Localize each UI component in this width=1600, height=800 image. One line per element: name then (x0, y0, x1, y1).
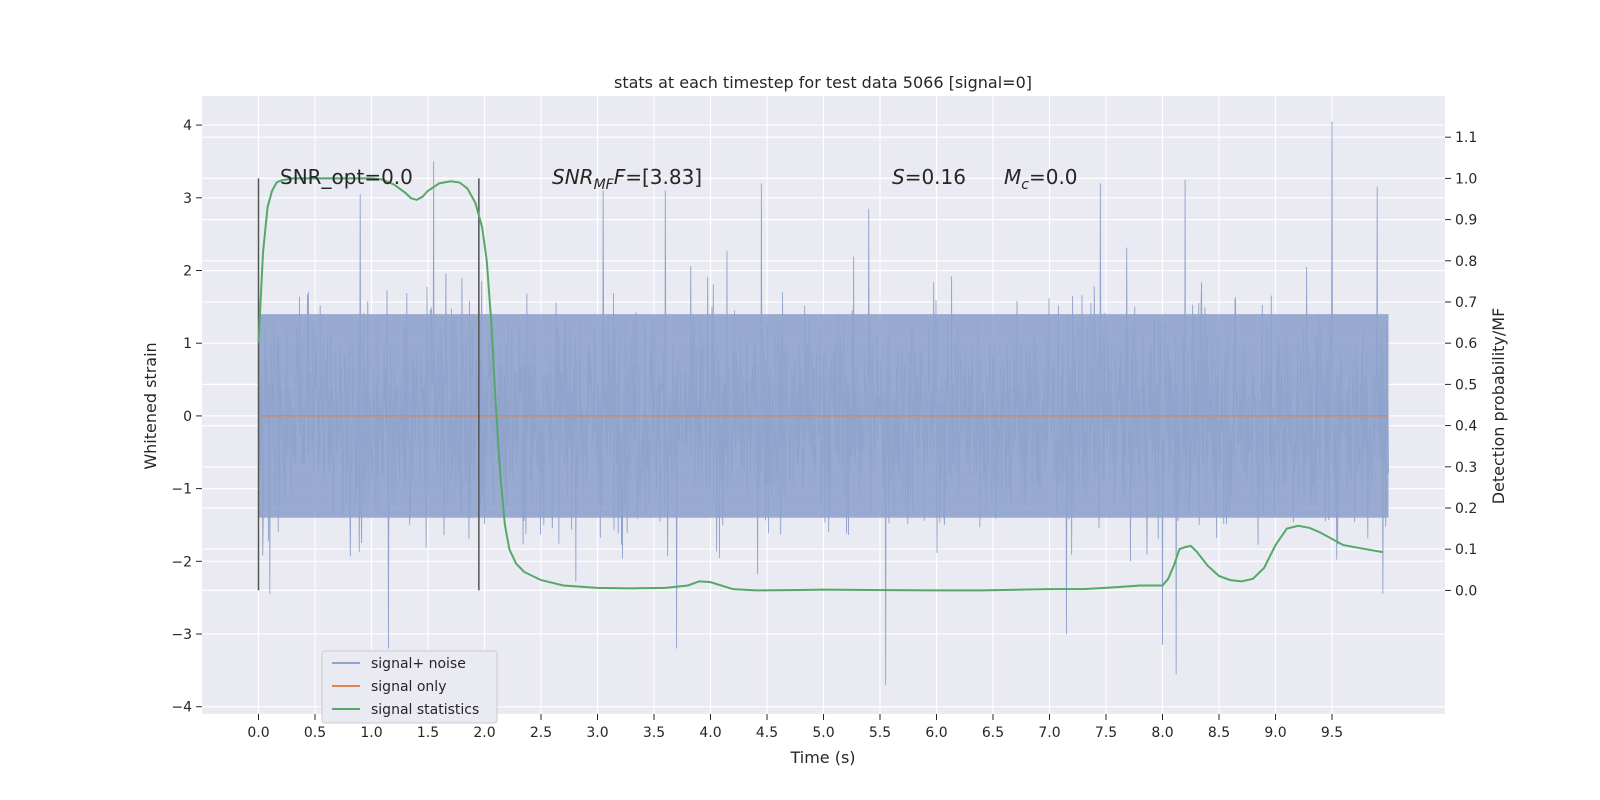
y-axis-ticks: −4 −3 −2 −1 0 1 2 3 4 (171, 118, 202, 716)
y2-tick-label: 1.0 (1455, 171, 1477, 187)
y2-tick-label: 0.6 (1455, 336, 1477, 352)
annotation-mc: Mc=0.0 (1004, 165, 1078, 193)
x-tick-label: 4.0 (699, 725, 721, 741)
x-tick-label: 3.0 (586, 725, 608, 741)
annotation-s-main: S (892, 165, 905, 189)
y2-axis-label: Detection probability/MF (1489, 308, 1508, 505)
y-tick-label: −3 (171, 627, 192, 643)
y-tick-label: −2 (171, 554, 192, 570)
legend: signal+ noise signal only signal statist… (321, 650, 498, 724)
x-tick-label: 8.0 (1151, 725, 1173, 741)
y2-axis-ticks: 0.0 0.1 0.2 0.3 0.4 0.5 0.6 0.7 0.8 0.9 1.0 1.1 (1445, 130, 1477, 599)
y2-tick-label: 0.0 (1455, 583, 1477, 599)
x-tick-label: 3.5 (643, 725, 665, 741)
y2-tick-label: 0.3 (1455, 460, 1477, 476)
x-tick-label: 8.5 (1208, 725, 1230, 741)
y-tick-label: 4 (183, 118, 192, 134)
noise-trace (258, 121, 1389, 685)
legend-label-signal-only: signal only (371, 679, 446, 695)
y-tick-label: −4 (171, 700, 192, 716)
x-tick-label: 0.5 (304, 725, 326, 741)
y-tick-label: 3 (183, 191, 192, 207)
annotation-mc-sub: c (1021, 177, 1029, 193)
annotation-snr-mf-main: SNR (552, 165, 594, 189)
y-tick-label: 0 (183, 409, 192, 425)
y2-tick-label: 0.9 (1455, 213, 1477, 229)
annotation-mc-value: =0.0 (1029, 165, 1078, 189)
x-axis-label: Time (s) (789, 748, 855, 767)
x-tick-label: 9.5 (1321, 725, 1343, 741)
legend-label-signal-plus-noise: signal+ noise (371, 656, 466, 672)
x-tick-label: 4.5 (756, 725, 778, 741)
y-axis-label: Whitened strain (141, 342, 160, 469)
annotation-mc-main: M (1004, 165, 1021, 189)
annotation-snr-mf-value: =[3.83] (625, 165, 702, 189)
y-tick-label: 1 (183, 336, 192, 352)
x-tick-label: 1.0 (360, 725, 382, 741)
x-tick-label: 0.0 (247, 725, 269, 741)
x-tick-label: 5.5 (869, 725, 891, 741)
x-tick-label: 5.0 (812, 725, 834, 741)
y2-tick-label: 0.2 (1455, 501, 1477, 517)
x-tick-label: 6.0 (925, 725, 947, 741)
x-tick-label: 1.5 (417, 725, 439, 741)
y-tick-label: −1 (171, 482, 192, 498)
y2-tick-label: 0.5 (1455, 377, 1477, 393)
legend-box (321, 650, 498, 724)
y2-tick-label: 0.4 (1455, 419, 1477, 435)
marker-lines (257, 178, 480, 591)
annotation-snr-mf: SNRMFF=[3.83] (552, 165, 702, 193)
x-tick-label: 7.5 (1095, 725, 1117, 741)
x-tick-label: 7.0 (1038, 725, 1060, 741)
y2-tick-label: 0.1 (1455, 542, 1477, 558)
annotation-snr-opt: SNR_opt=0.0 (280, 165, 413, 189)
legend-label-signal-statistics: signal statistics (371, 702, 479, 718)
x-tick-label: 2.0 (473, 725, 495, 741)
annotation-snr-mf-f: F (614, 165, 626, 189)
x-tick-label: 9.0 (1264, 725, 1286, 741)
y-tick-label: 2 (183, 263, 192, 279)
x-tick-label: 2.5 (530, 725, 552, 741)
series-signal-statistics (257, 177, 1384, 592)
x-axis-ticks: 0.0 0.5 1.0 1.5 2.0 2.5 3.0 3.5 4.0 4.5 5.0 5.5 6.0 6… (247, 714, 1343, 741)
annotation-s: S=0.16 (892, 165, 966, 189)
y2-tick-label: 0.7 (1455, 295, 1477, 311)
y2-tick-label: 0.8 (1455, 254, 1477, 270)
y2-tick-label: 1.1 (1455, 130, 1477, 146)
annotation-s-value: =0.16 (905, 165, 966, 189)
annotation-snr-mf-sub: MF (594, 177, 615, 193)
x-tick-label: 6.5 (982, 725, 1004, 741)
chart-title: stats at each timestep for test data 506… (614, 73, 1032, 92)
